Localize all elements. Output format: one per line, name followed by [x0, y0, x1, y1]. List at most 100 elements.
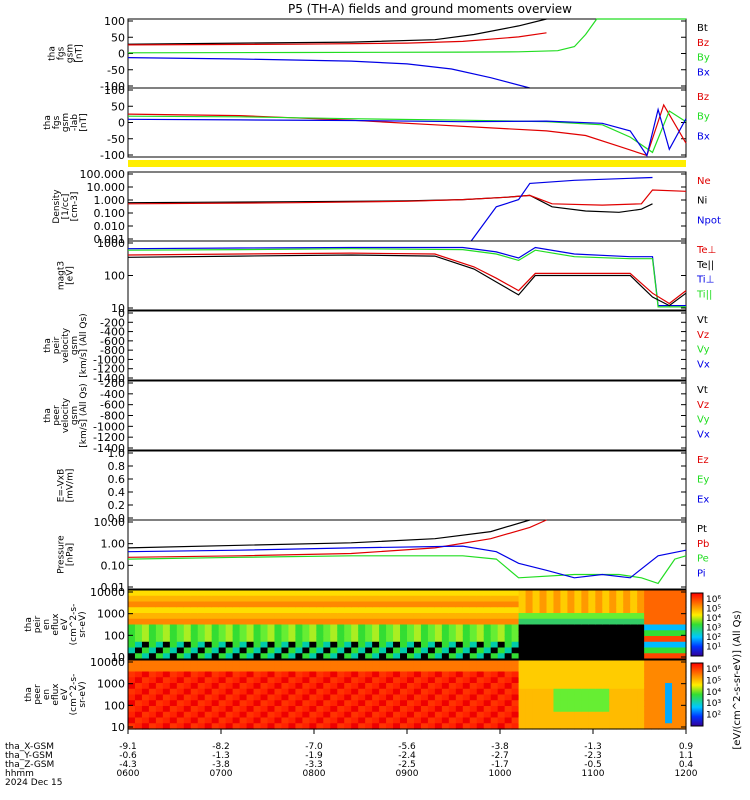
fgs_ecl-ylabel: fgs: [52, 115, 62, 129]
peir_v-ytick: -1200: [93, 363, 125, 376]
xaxis-value: 0600: [117, 769, 140, 779]
legend-peer_v: Vy: [697, 415, 710, 426]
peir_v-ytick: -1000: [93, 353, 125, 366]
panel-temp: 1000 100 10 magt3 [eV] Te⊥ Te|| Ti⊥ Ti||: [57, 237, 717, 315]
series-fgs-Bt: [127, 18, 547, 45]
density-ylabel: [1/cc]: [61, 194, 71, 220]
density-ylabel: Density: [52, 189, 62, 224]
legend-density: Ne: [697, 176, 711, 187]
fgs-ylabel: fgs: [57, 46, 67, 60]
peer_v-ylabel: peer: [52, 405, 62, 426]
peer_en-ylabel: sr-eV): [78, 681, 88, 707]
xaxis-value: -1.7: [491, 760, 509, 770]
fgs-ytick: 0: [118, 48, 125, 61]
fgs_ecl-frame: [127, 87, 687, 158]
x-axis-block: tha_X-GSM -9.1 -8.2 -7.0 -5.6 -3.8 -1.3 0.9tha_…: [5, 729, 698, 788]
fgs_ecl-ylabel: tha: [43, 115, 53, 130]
legend-exb: Ex: [697, 494, 709, 505]
xaxis-row-label: tha_X-GSM: [5, 742, 54, 752]
peir_en-colorbar-tick: 10⁵: [706, 605, 721, 615]
legend-fgs_ecl: Bx: [697, 131, 710, 142]
peir_v-ytick: 0: [118, 307, 125, 320]
peer_en-colorbar-tick: 10²: [706, 711, 721, 721]
xaxis-value: 0700: [210, 769, 233, 779]
xaxis-row-label: hhmm: [5, 769, 34, 779]
exb-ytick: 0.6: [108, 473, 126, 486]
pressure-ytick: 1.00: [101, 538, 126, 551]
fgs-ytick: -50: [107, 64, 125, 77]
legend-peir_v: Vt: [697, 315, 708, 326]
legend-fgs: By: [697, 53, 710, 64]
xaxis-value: 1000: [489, 769, 512, 779]
peer_en-colorbar-tick: 10⁶: [706, 665, 721, 675]
temp-ylabel: [eV]: [66, 266, 76, 285]
exb-ytick: 0.2: [108, 499, 126, 512]
xaxis-value: 0.4: [679, 760, 694, 770]
legend-pressure: Pt: [697, 524, 707, 535]
panel-peer_v: -200-400-600-800-1000-1200-1400 tha peer ve…: [43, 377, 710, 455]
peer_en-ylabel: (cm^2-s-: [69, 674, 79, 716]
peir_en-colorbar-tick: 10¹: [706, 643, 721, 653]
peer_v-ytick: -1000: [93, 420, 125, 433]
series-density-Npot: [470, 176, 653, 242]
peir_en-colorbar-tick: 10⁶: [706, 595, 721, 605]
exb-frame: [127, 450, 687, 521]
peir_en-ytick: 10: [111, 651, 125, 664]
series-pressure-Pb: [127, 519, 547, 558]
fgs_ecl-ytick: -50: [107, 133, 125, 146]
legend-fgs_ecl: By: [697, 112, 710, 123]
legend-peir_v: Vy: [697, 345, 710, 356]
peer_en-ytick: 10: [111, 721, 125, 734]
peir_en-colorbar-tick: 10²: [706, 633, 721, 643]
series-temp-Te||: [127, 254, 687, 307]
legend-temp: Te⊥: [696, 245, 716, 256]
temp-ylabel: magt3: [57, 261, 67, 290]
panel-fgs: 100 50 0 -50 -100 tha fgs gsm [nT] Bt Bz By Bx: [48, 15, 710, 93]
fgs_ecl-ylabel: [nT]: [79, 113, 89, 131]
peer_en-colorbar: [690, 662, 704, 727]
legend-peir_v: Vz: [697, 330, 709, 341]
fgs_ecl-ytick: -100: [100, 149, 125, 162]
xaxis-value: -0.6: [119, 751, 137, 761]
fgs-ylabel: [nT]: [75, 44, 85, 62]
density-ytick: 0.100: [94, 207, 126, 220]
xaxis-value: -3.8: [212, 760, 230, 770]
peer_en-ylabel: en: [42, 689, 52, 700]
density-ytick: 1.000: [94, 194, 126, 207]
xaxis-value: -1.3: [584, 742, 602, 752]
fgs_ecl-ytick: 50: [111, 100, 125, 113]
legend-exb: Ey: [697, 475, 709, 486]
density-ylabel: [cm-3]: [70, 192, 80, 222]
pressure-ytick: 0.10: [101, 559, 126, 572]
peer_v-ytick: -600: [100, 399, 125, 412]
series-temp-Te⊥: [127, 252, 687, 305]
legend-fgs: Bx: [697, 67, 710, 78]
peer_en-ylabel: tha: [24, 687, 34, 702]
legend-temp: Ti||: [696, 289, 712, 300]
peir_v-ytick: -600: [100, 335, 125, 348]
xaxis-value: 0800: [303, 769, 326, 779]
fgs-ytick: 100: [104, 15, 125, 28]
pressure-ylabel: Pressure: [57, 535, 67, 574]
fgs-ytick: 50: [111, 31, 125, 44]
peer_v-ytick: -1200: [93, 431, 125, 444]
series-density-Ne: [127, 189, 687, 206]
peer_en-ytick: 100: [104, 699, 125, 712]
pressure-frame: [127, 519, 687, 590]
xaxis-row-label: tha_Z-GSM: [5, 760, 54, 770]
peer_en-ytick: 10000: [90, 656, 125, 669]
panel-pressure: 10.00 1.00 0.10 0.01 Pressure [nPa] Pt Pb Pe Pi: [57, 516, 710, 594]
peir_en-spectrogram: [128, 590, 687, 660]
data-quality-bar: [128, 160, 686, 167]
fgs_ecl-ytick: 0: [118, 117, 125, 130]
panel-peir_v: 0-200-400-600-800-1000-1200-1400 tha peir v…: [43, 307, 710, 385]
legend-density: Ni: [697, 196, 707, 207]
peir_v-ytick: -400: [100, 326, 125, 339]
peer_v-ytick: -1400: [93, 442, 125, 455]
xaxis-value: -5.6: [398, 742, 416, 752]
density-ytick: 0.010: [94, 220, 126, 233]
density-ytick: 100.000: [80, 168, 126, 181]
